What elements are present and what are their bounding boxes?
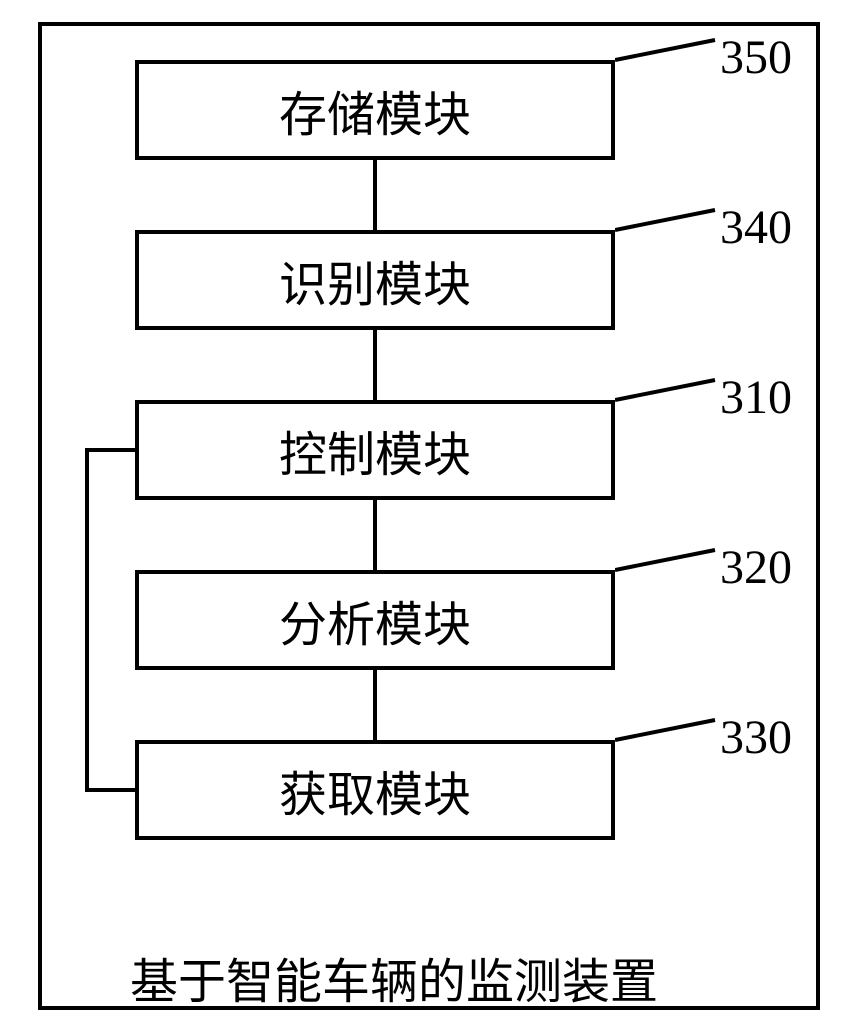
diagram-caption: 基于智能车辆的监测装置 (130, 942, 658, 1012)
leader-storage (615, 38, 717, 62)
ref-control: 310 (720, 370, 792, 425)
node-recognition: 识别模块 (135, 230, 615, 330)
node-analysis-label: 分析模块 (279, 585, 471, 655)
node-acquisition: 获取模块 (135, 740, 615, 840)
ref-recognition: 340 (720, 200, 792, 255)
node-storage: 存储模块 (135, 60, 615, 160)
ref-acquisition: 330 (720, 710, 792, 765)
connector-2 (373, 330, 377, 400)
node-acquisition-label: 获取模块 (279, 755, 471, 825)
node-analysis: 分析模块 (135, 570, 615, 670)
side-connector-bottom (85, 788, 139, 792)
leader-analysis (615, 548, 717, 572)
node-storage-label: 存储模块 (279, 75, 471, 145)
connector-1 (373, 160, 377, 230)
node-recognition-label: 识别模块 (279, 245, 471, 315)
connector-3 (373, 500, 377, 570)
ref-analysis: 320 (720, 540, 792, 595)
ref-storage: 350 (720, 30, 792, 85)
connector-4 (373, 670, 377, 740)
leader-control (615, 378, 717, 402)
side-connector-vertical (85, 448, 89, 792)
node-control: 控制模块 (135, 400, 615, 500)
leader-acquisition (615, 718, 717, 742)
side-connector-top (85, 448, 139, 452)
node-control-label: 控制模块 (279, 415, 471, 485)
outer-frame (38, 22, 820, 1010)
leader-recognition (615, 208, 717, 232)
